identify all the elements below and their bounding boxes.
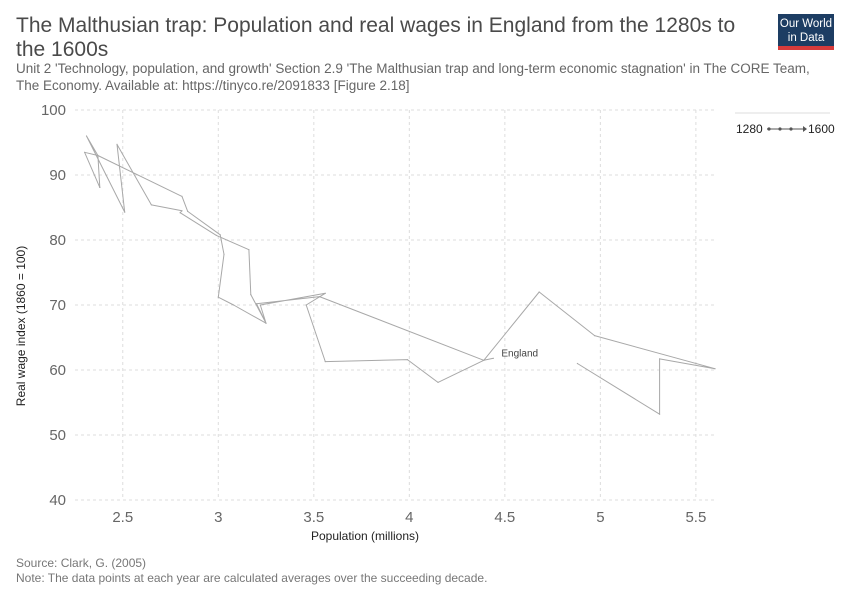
data-point [594, 335, 596, 337]
x-tick-label: 4 [405, 509, 413, 526]
data-point [124, 211, 126, 213]
data-note: Note: The data points at each year are c… [16, 571, 488, 585]
data-point [250, 294, 252, 296]
chart-subtitle: Unit 2 'Technology, population, and grow… [16, 61, 810, 93]
legend[interactable]: 1280 1600 [735, 112, 835, 136]
data-point [406, 359, 408, 361]
legend-start-label: 1280 [736, 122, 763, 136]
data-point [305, 304, 307, 306]
y-axis-ticks: 40 50 60 70 80 90 100 [41, 102, 66, 509]
x-axis-title: Population (millions) [311, 529, 419, 543]
x-tick-label: 5.5 [685, 509, 706, 526]
data-point [259, 304, 261, 306]
data-point [219, 234, 221, 236]
data-point [538, 291, 540, 293]
y-tick-label: 100 [41, 102, 66, 119]
data-point [187, 210, 189, 212]
data-point [324, 292, 326, 294]
x-tick-label: 5 [596, 509, 604, 526]
data-point [84, 151, 86, 153]
x-axis-ticks: 2.5 3 3.5 4 4.5 5 5.5 [112, 509, 706, 526]
data-point [181, 210, 183, 212]
data-point [215, 234, 217, 236]
legend-dot [767, 127, 771, 131]
data-point [576, 362, 579, 365]
legend-dot [778, 127, 782, 131]
source-note: Source: Clark, G. (2005) [16, 556, 147, 570]
data-point [179, 212, 181, 214]
data-point [181, 195, 183, 197]
data-point [233, 304, 235, 306]
data-point [97, 154, 99, 157]
y-tick-label: 60 [49, 362, 66, 379]
y-tick-label: 40 [49, 492, 66, 509]
legend-end-label: 1600 [808, 122, 835, 136]
data-point [85, 135, 88, 137]
legend-dot [789, 127, 793, 131]
y-axis-title: Real wage index (1860 = 100) [14, 246, 28, 406]
data-point [324, 361, 326, 363]
data-point [483, 359, 485, 361]
data-point [437, 381, 439, 383]
legend-arrowhead [803, 126, 807, 132]
grid-lines [75, 109, 715, 501]
data-point [217, 296, 219, 298]
y-tick-label: 80 [49, 232, 66, 249]
owid-logo[interactable]: Our World in Data [778, 14, 834, 50]
data-point [150, 204, 152, 206]
y-tick-label: 50 [49, 427, 66, 444]
data-point [248, 249, 250, 251]
data-point [116, 143, 118, 145]
data-point [265, 322, 267, 324]
chart-footer: Source: Clark, G. (2005) Note: The data … [16, 556, 836, 586]
x-tick-label: 2.5 [112, 509, 133, 526]
chart-title: The Malthusian trap: Population and real… [16, 14, 736, 61]
x-tick-label: 3 [214, 509, 222, 526]
data-point [659, 358, 661, 360]
series-line[interactable] [84, 135, 716, 415]
data-point [223, 253, 225, 255]
data-point [99, 186, 101, 188]
y-tick-label: 90 [49, 167, 66, 184]
x-tick-label: 4.5 [494, 509, 515, 526]
data-point [255, 303, 258, 305]
x-tick-label: 3.5 [303, 509, 324, 526]
data-point [714, 368, 716, 370]
series-label: England [501, 348, 538, 359]
data-point [318, 296, 321, 298]
y-tick-label: 70 [49, 297, 66, 314]
logo-text-line1: Our World [779, 18, 833, 30]
series-layer: England [84, 135, 716, 415]
logo-text-line2: in Data [787, 32, 825, 44]
data-point [492, 357, 494, 359]
data-point [659, 413, 661, 415]
